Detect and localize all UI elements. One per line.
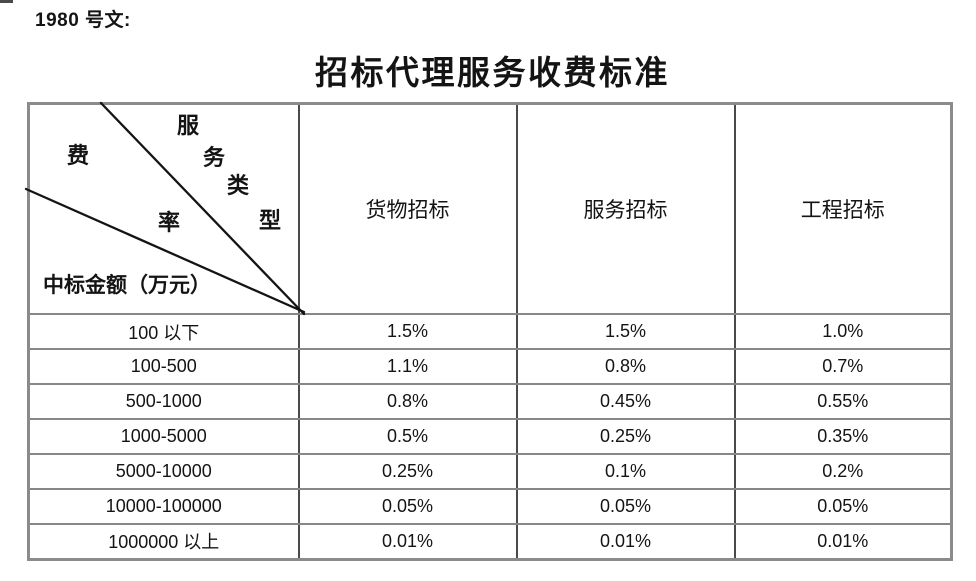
rate-cell: 0.1% <box>515 453 736 490</box>
page-title: 招标代理服务收费标准 <box>315 56 670 92</box>
corner-axis-char: 服 <box>176 113 200 138</box>
corner-diagonal-box: 服 务 类 型 费 率 中标金额（万元） <box>24 101 306 316</box>
table-row: 500-1000 0.8% 0.45% 0.55% <box>27 383 953 420</box>
rate-cell: 0.25% <box>515 418 736 455</box>
table-row: 10000-100000 0.05% 0.05% 0.05% <box>27 488 953 525</box>
rate-cell: 1.0% <box>733 313 953 350</box>
rate-cell: 0.55% <box>733 383 953 420</box>
corner-axis-char: 费 <box>66 143 90 168</box>
rate-cell: 0.05% <box>297 488 518 525</box>
row-label: 1000000 以上 <box>27 523 300 560</box>
rate-cell: 1.5% <box>297 313 518 350</box>
fee-standard-table: 服 务 类 型 费 率 中标金额（万元） 货物招标 服务招标 工程招标 100 … <box>24 101 953 561</box>
rate-cell: 0.5% <box>297 418 518 455</box>
column-header-works: 工程招标 <box>733 102 953 315</box>
diagonal-divider-lines <box>24 101 306 316</box>
table-corner-header-cell: 服 务 类 型 费 率 中标金额（万元） <box>24 101 306 316</box>
row-axis-label: 中标金额（万元） <box>43 273 211 297</box>
table-row: 1000000 以上 0.01% 0.01% 0.01% <box>27 523 953 560</box>
table-header-row: 服 务 类 型 费 率 中标金额（万元） 货物招标 服务招标 工程招标 <box>24 101 953 316</box>
row-label: 5000-10000 <box>27 453 300 490</box>
rate-cell: 0.8% <box>515 348 736 385</box>
row-label: 1000-5000 <box>27 418 300 455</box>
corner-axis-char: 务 <box>202 145 226 170</box>
row-label: 500-1000 <box>27 383 300 420</box>
rate-cell: 0.25% <box>297 453 518 490</box>
rate-cell: 0.01% <box>297 523 518 560</box>
corner-axis-char: 类 <box>226 173 250 198</box>
rate-cell: 1.1% <box>297 348 518 385</box>
corner-axis-char: 型 <box>258 208 282 233</box>
rate-cell: 0.01% <box>733 523 953 560</box>
rate-cell: 0.01% <box>515 523 736 560</box>
rate-cell: 0.35% <box>733 418 953 455</box>
table-row: 100 以下 1.5% 1.5% 1.0% <box>27 313 953 350</box>
rate-cell: 0.05% <box>515 488 736 525</box>
corner-axis-char: 率 <box>157 210 181 235</box>
table-row: 100-500 1.1% 0.8% 0.7% <box>27 348 953 385</box>
rate-cell: 0.05% <box>733 488 953 525</box>
row-label: 100-500 <box>27 348 300 385</box>
column-header-goods: 货物招标 <box>297 102 518 315</box>
rate-cell: 0.7% <box>733 348 953 385</box>
table-row: 1000-5000 0.5% 0.25% 0.35% <box>27 418 953 455</box>
table-row: 5000-10000 0.25% 0.1% 0.2% <box>27 453 953 490</box>
rate-cell: 0.2% <box>733 453 953 490</box>
scan-artifact-mark <box>0 0 13 3</box>
rate-cell: 0.8% <box>297 383 518 420</box>
rate-cell: 0.45% <box>515 383 736 420</box>
rate-cell: 1.5% <box>515 313 736 350</box>
row-label: 10000-100000 <box>27 488 300 525</box>
row-label: 100 以下 <box>27 313 300 350</box>
column-header-services: 服务招标 <box>515 102 736 315</box>
document-ref-label: 1980 号文: <box>35 10 131 31</box>
